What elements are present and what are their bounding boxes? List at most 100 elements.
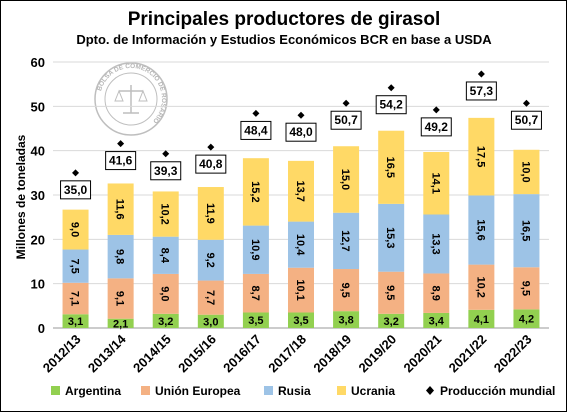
legend-swatch (264, 386, 273, 395)
production-marker (72, 169, 80, 177)
y-tick-label: 60 (31, 55, 45, 70)
bar-segment (62, 282, 89, 315)
bar-segment (333, 311, 360, 328)
bar-segment (107, 183, 134, 235)
bar-segment (468, 309, 495, 328)
bar-segment (378, 313, 405, 328)
segment-value-label: 11,9 (204, 203, 216, 224)
legend-marker (426, 386, 434, 395)
x-tick-label: 2014/15 (130, 332, 174, 376)
bar-segment (468, 117, 495, 196)
production-marker (117, 140, 125, 148)
segment-value-label: 3,0 (203, 316, 218, 328)
production-value-label: 48,0 (289, 125, 313, 139)
production-value-label: 57,3 (470, 84, 494, 98)
bar-segment (288, 221, 314, 268)
production-marker (207, 143, 215, 151)
legend-label: Producción mundial (440, 384, 555, 398)
segment-value-label: 7,7 (204, 290, 216, 305)
bar-segment (423, 151, 450, 215)
legend-label: Rusia (278, 384, 311, 398)
production-box (195, 154, 227, 174)
bar-segment (513, 309, 540, 328)
x-tick-label: 2016/17 (220, 332, 264, 376)
production-box (375, 95, 407, 115)
bars-group: 3,1 7,1 7,5 9,0 35,0 2,1 9,1 9,8 11,6 41,6 3,2 9,0 8… (60, 70, 542, 330)
bar-segment (513, 194, 540, 268)
legend: Argentina Unión Europea Rusia Ucrania Produc… (51, 384, 555, 398)
legend-label: Unión Europea (155, 384, 241, 398)
x-tick-label: 2022/23 (491, 332, 535, 376)
segment-value-label: 10,0 (519, 161, 531, 182)
segment-value-label: 9,0 (159, 286, 171, 301)
segment-value-label: 3,5 (293, 315, 308, 327)
bar-segment (513, 267, 540, 310)
bar-segment (62, 209, 89, 250)
bar-segment (197, 280, 224, 315)
production-value-label: 40,8 (199, 157, 223, 171)
bar-segment (62, 249, 89, 283)
bar-segment (242, 273, 269, 313)
y-tick-labels: 0 10 20 30 40 50 60 (31, 55, 45, 336)
segment-value-label: 16,5 (519, 220, 531, 241)
production-box (105, 151, 137, 171)
bar-segment (242, 158, 269, 226)
production-marker (432, 106, 440, 114)
production-marker (477, 70, 485, 78)
bar-segment (423, 312, 450, 328)
segment-value-label: 9,8 (114, 249, 126, 264)
bar-segment (288, 312, 314, 328)
segment-value-label: 3,2 (158, 316, 173, 328)
bcr-logo: BOLSA DE COMERCIO DE ROSARIO (94, 62, 168, 136)
y-tick-label: 50 (31, 99, 45, 114)
segment-value-label: 17,5 (474, 146, 486, 167)
bar-segment (378, 271, 405, 314)
bar-segment (378, 203, 405, 272)
bar-segment (468, 264, 495, 310)
bar-segment (288, 267, 314, 313)
production-box (420, 117, 452, 137)
production-marker (522, 99, 530, 107)
segment-value-label: 10,1 (294, 279, 306, 300)
x-tick-label: 2021/22 (446, 332, 490, 376)
production-box (240, 120, 272, 140)
segment-value-label: 3,2 (384, 316, 399, 328)
segment-value-label: 9,5 (384, 285, 396, 300)
segment-value-label: 8,4 (159, 248, 171, 264)
segment-value-label: 7,5 (69, 259, 81, 274)
bar-segment (333, 269, 360, 312)
segment-value-label: 13,3 (429, 233, 441, 254)
segment-value-label: 9,0 (69, 222, 81, 237)
bar-segment (152, 313, 179, 328)
segment-value-label: 7,1 (69, 291, 81, 306)
x-tick-label: 2013/14 (85, 331, 129, 375)
segment-value-label: 3,1 (68, 316, 83, 328)
production-value-label: 39,3 (154, 164, 178, 178)
bar-segment (197, 239, 224, 281)
segment-value-label: 8,9 (429, 286, 441, 301)
bar-segment (62, 314, 89, 328)
production-box (60, 180, 92, 200)
production-box (150, 161, 182, 181)
bar-segment (152, 236, 179, 274)
chart-title: Principales productores de girasol (128, 9, 441, 30)
bar-segment (333, 212, 360, 270)
production-box (510, 110, 542, 130)
x-tick-label: 2015/16 (175, 332, 219, 376)
production-value-label: 48,4 (244, 123, 268, 137)
segment-value-label: 10,4 (294, 234, 306, 256)
segment-value-label: 4,1 (474, 314, 489, 326)
segment-value-label: 3,8 (338, 315, 353, 327)
chart-subtitle: Dpto. de Información y Estudios Económic… (76, 32, 492, 47)
production-value-label: 50,7 (515, 113, 539, 127)
x-tick-label: 2018/19 (310, 332, 354, 376)
bar-segment (288, 160, 314, 222)
bar-segment (513, 149, 540, 195)
bar-segment (423, 214, 450, 274)
bar-segment (468, 195, 495, 265)
bar-segment (107, 318, 134, 328)
legend-swatch (141, 386, 150, 395)
bar-segment (107, 278, 134, 319)
bar-segment (197, 187, 224, 240)
